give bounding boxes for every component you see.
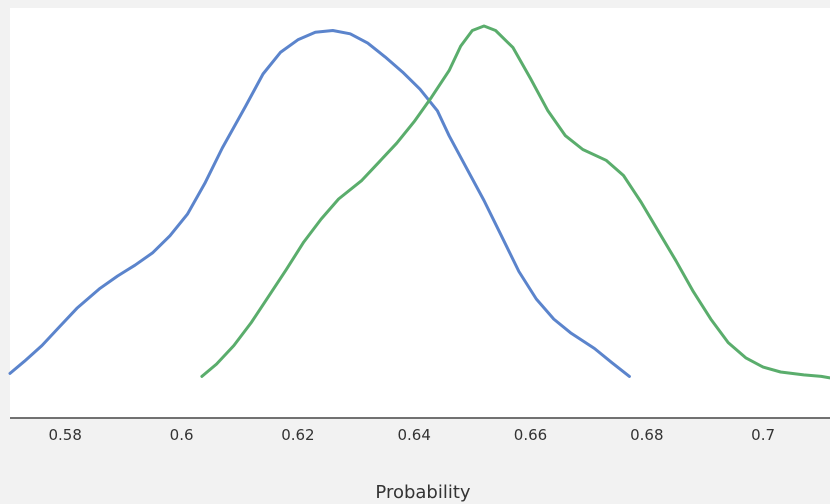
series-line-1 bbox=[8, 29, 631, 378]
x-tick-label: 0.66 bbox=[514, 426, 547, 444]
series-layer bbox=[8, 24, 830, 380]
x-tick-label: 0.62 bbox=[281, 426, 314, 444]
x-tick-label: 0.64 bbox=[397, 426, 430, 444]
plot-area bbox=[10, 8, 830, 418]
x-axis-title: Probability bbox=[375, 482, 470, 503]
series-line-2 bbox=[200, 24, 830, 380]
x-tick-label: 0.6 bbox=[170, 426, 194, 444]
x-tick-label: 0.68 bbox=[630, 426, 663, 444]
x-tick-label: 0.7 bbox=[751, 426, 775, 444]
x-tick-label: 0.58 bbox=[48, 426, 81, 444]
x-tick-layer: 0.58 0.6 0.62 0.64 0.66 0.68 0.7 bbox=[48, 426, 775, 444]
